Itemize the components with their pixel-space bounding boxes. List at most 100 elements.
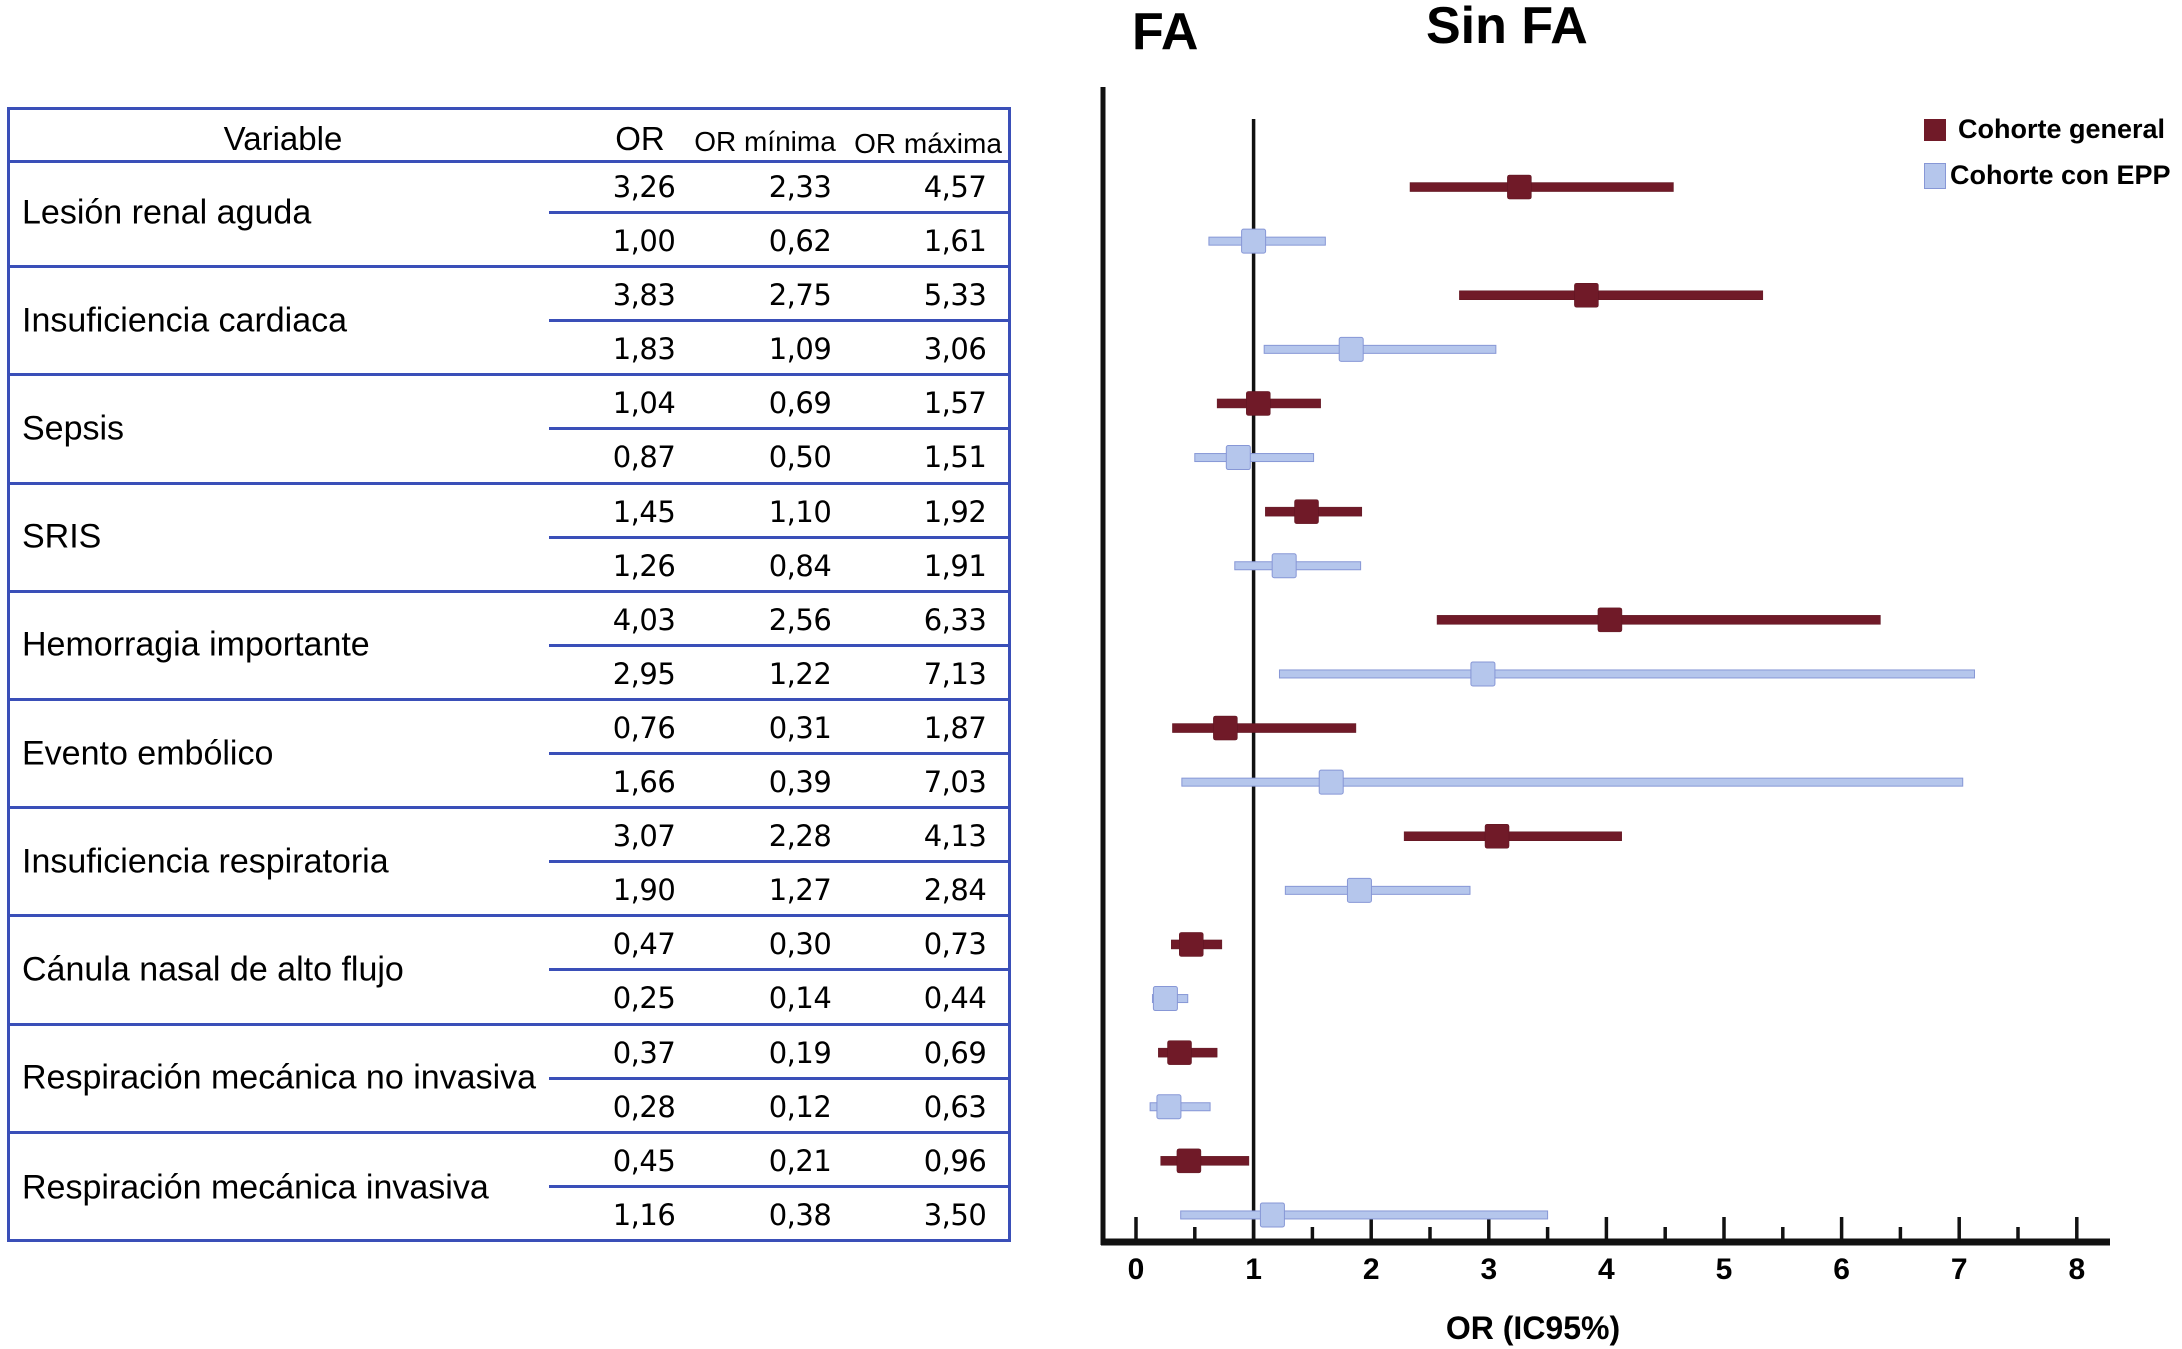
x-tick-label: 5: [1716, 1253, 1733, 1286]
cell-or-min: 0,12: [768, 1089, 832, 1124]
x-tick-label: 7: [1951, 1253, 1968, 1286]
cell-or-max: 0,69: [923, 1035, 987, 1070]
variable-label: Sepsis: [22, 409, 125, 448]
legend-swatch-general: [1924, 118, 1946, 141]
variable-label: Respiración mecánica invasiva: [22, 1168, 489, 1207]
or-marker-cohorte-epp: [1346, 877, 1372, 903]
table-row-cohorte-epp: 2,95 1,22 7,13: [549, 647, 1008, 701]
cell-or: 3,26: [612, 170, 676, 204]
table-row-cohorte-general: 0,47 0,30 0,73: [549, 917, 1008, 972]
header-variable: Variable: [223, 120, 343, 157]
cell-or-min: 2,75: [768, 278, 832, 313]
table-group: Sepsis 1,04 0,69 1,57 0,87 0,50 1,51: [10, 376, 1008, 485]
variable-label: Insuficiencia respiratoria: [22, 842, 389, 881]
or-marker-cohorte-epp: [1470, 661, 1496, 687]
table-group: Insuficiencia respiratoria 3,07 2,28 4,13 1,…: [10, 809, 1008, 918]
cell-or-max: 6,33: [923, 602, 987, 637]
ci-bar-cohorte-general: [1459, 290, 1764, 300]
cell-or: 3,07: [612, 819, 676, 854]
header-or-max: OR máxima: [854, 128, 1002, 159]
table-group: Respiración mecánica invasiva 0,45 0,21 0,9…: [10, 1134, 1008, 1242]
variable-label: Evento embólico: [22, 734, 274, 773]
table-group: Insuficiencia cardiaca 3,83 2,75 5,33 1,83 1,…: [10, 268, 1008, 377]
cell-or: 0,37: [612, 1035, 676, 1070]
cell-or: 0,25: [612, 981, 676, 1016]
or-marker-cohorte-general: [1213, 715, 1238, 741]
table-group: Lesión renal aguda 3,26 2,33 4,57 1,00 0,62 1,…: [10, 160, 1008, 269]
header-or: OR: [615, 120, 665, 157]
cell-or-max: 1,91: [923, 548, 987, 583]
table-row-cohorte-general: 3,83 2,75 5,33: [549, 268, 1008, 323]
legend-item-cohorte-epp: Cohorte con EPP: [1924, 160, 2171, 191]
variable-label: Lesión renal aguda: [22, 193, 312, 232]
cell-or-max: 1,51: [923, 440, 987, 475]
or-marker-cohorte-general: [1167, 1040, 1192, 1065]
cell-or-min: 0,19: [768, 1035, 832, 1070]
cell-or-max: 1,87: [923, 711, 987, 745]
table-row-cohorte-epp: 1,26 0,84 1,91: [549, 539, 1008, 593]
or-marker-cohorte-general: [1176, 1148, 1202, 1174]
table-row-cohorte-epp: 0,25 0,14 0,44: [549, 971, 1008, 1025]
or-marker-cohorte-epp: [1318, 769, 1344, 795]
x-tick-label: 3: [1480, 1253, 1497, 1286]
ci-bar-cohorte-epp: [1180, 1210, 1549, 1220]
variable-label: Cánula nasal de alto flujo: [22, 950, 404, 989]
or-marker-cohorte-epp: [1225, 445, 1251, 471]
x-tick-label: 8: [2068, 1253, 2085, 1286]
cell-or-min: 2,56: [768, 602, 832, 637]
table-row-cohorte-general: 1,45 1,10 1,92: [549, 485, 1008, 539]
table-row-cohorte-epp: 0,87 0,50 1,51: [549, 430, 1008, 484]
table-row-cohorte-epp: 1,83 1,09 3,06: [549, 322, 1008, 376]
cell-or: 1,04: [612, 386, 676, 421]
region-label-sin-fa: Sin FA: [1426, 0, 1588, 55]
or-marker-cohorte-epp: [1271, 553, 1297, 579]
cell-or-max: 1,92: [923, 494, 987, 529]
table-group: SRIS 1,45 1,10 1,92 1,26 0,84 1,91: [10, 485, 1008, 593]
cell-or: 1,83: [612, 332, 676, 367]
cell-or: 0,45: [612, 1143, 676, 1178]
cell-or: 1,26: [612, 548, 676, 583]
table-row-cohorte-general: 0,76 0,31 1,87: [549, 701, 1008, 755]
cell-or-max: 1,57: [923, 386, 987, 421]
or-marker-cohorte-epp: [1152, 986, 1178, 1012]
cell-or: 0,87: [612, 440, 676, 475]
cell-or-max: 0,44: [923, 981, 987, 1016]
cell-or-max: 5,33: [923, 278, 987, 313]
variable-label: SRIS: [22, 517, 102, 556]
ci-bar-cohorte-general: [1172, 723, 1357, 733]
cell-or: 1,90: [612, 873, 676, 908]
cell-or: 0,28: [612, 1089, 676, 1124]
table-row-cohorte-general: 3,26 2,33 4,57: [549, 160, 1008, 214]
variable-label: Insuficiencia cardiaca: [22, 301, 348, 340]
or-marker-cohorte-general: [1597, 607, 1623, 633]
table-group: Hemorragia importante 4,03 2,56 6,33 2,95 1,2…: [10, 593, 1008, 701]
legend-label: Cohorte general: [1958, 114, 2166, 144]
table-row-cohorte-epp: 1,66 0,39 7,03: [549, 755, 1008, 809]
ci-bar-cohorte-epp: [1234, 561, 1362, 571]
ci-bar-cohorte-general: [1160, 1156, 1250, 1166]
variable-label: Respiración mecánica no invasiva: [22, 1058, 537, 1097]
x-tick-label: 1: [1245, 1253, 1262, 1286]
legend-item-cohorte-general: Cohorte general: [1924, 114, 2165, 145]
table-row-cohorte-general: 0,45 0,21 0,96: [549, 1134, 1008, 1188]
or-marker-cohorte-epp: [1156, 1094, 1182, 1120]
cell-or-max: 0,73: [923, 927, 987, 962]
ci-bar-cohorte-general: [1403, 831, 1622, 841]
cell-or-min: 0,38: [768, 1197, 832, 1232]
table-row-cohorte-general: 4,03 2,56 6,33: [549, 593, 1008, 647]
or-marker-cohorte-epp: [1338, 336, 1364, 362]
table-group: Evento embólico 0,76 0,31 1,87 1,66 0,39 7,03: [10, 701, 1008, 810]
cell-or: 3,83: [612, 278, 676, 313]
table-row-cohorte-epp: 1,90 1,27 2,84: [549, 863, 1008, 917]
cell-or-max: 1,61: [923, 224, 987, 258]
ci-bar-cohorte-general: [1409, 182, 1674, 192]
cell-or-max: 3,06: [923, 332, 987, 367]
table-row-cohorte-general: 3,07 2,28 4,13: [549, 809, 1008, 864]
table-group: Respiración mecánica no invasiva 0,37 0,19…: [10, 1026, 1008, 1134]
cell-or: 1,45: [612, 494, 676, 529]
cell-or-min: 1,09: [768, 332, 832, 367]
variable-label: Hemorragia importante: [22, 625, 370, 664]
ci-bar-cohorte-epp: [1284, 885, 1471, 895]
cell-or-max: 7,13: [923, 656, 987, 691]
